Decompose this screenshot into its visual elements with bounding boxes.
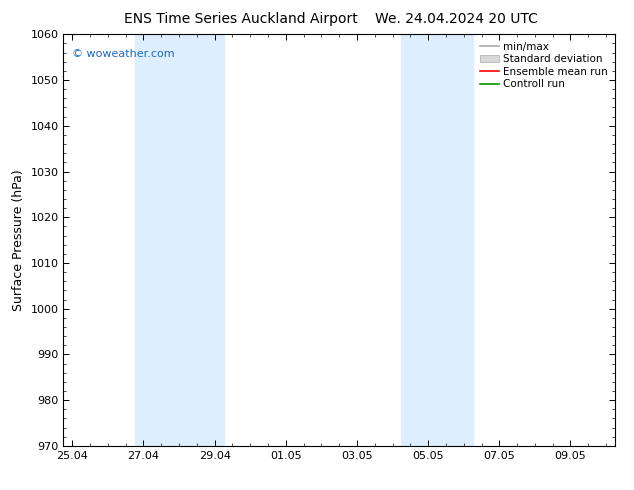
- Y-axis label: Surface Pressure (hPa): Surface Pressure (hPa): [12, 169, 25, 311]
- Text: We. 24.04.2024 20 UTC: We. 24.04.2024 20 UTC: [375, 12, 538, 26]
- Text: ENS Time Series Auckland Airport: ENS Time Series Auckland Airport: [124, 12, 358, 26]
- Legend: min/max, Standard deviation, Ensemble mean run, Controll run: min/max, Standard deviation, Ensemble me…: [476, 37, 612, 94]
- Text: © woweather.com: © woweather.com: [72, 49, 174, 59]
- Bar: [134, 34, 224, 446]
- Bar: [401, 34, 472, 446]
